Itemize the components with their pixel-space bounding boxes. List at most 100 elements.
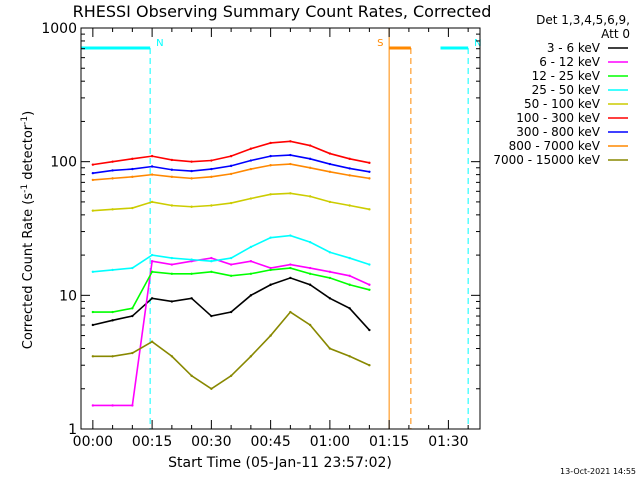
series-point [249,197,253,200]
series-point [249,167,253,171]
series-point [229,274,233,278]
series-point [368,328,371,332]
series-point [111,404,114,407]
series-point [368,177,371,180]
y-tick-label: 1000 [41,21,77,37]
series-point [229,154,233,158]
series-point [289,234,292,237]
legend-label: 100 - 300 keV [516,111,600,125]
series-point [249,355,253,358]
series-line [92,234,370,273]
series-point [131,206,134,210]
x-tick-label: 01:15 [369,434,409,450]
x-tick-label: 01:00 [310,434,350,450]
series-point [170,204,174,207]
series-line [92,310,370,390]
series-point [170,175,174,179]
series-point [328,152,332,155]
series-point [249,272,253,275]
series-point [249,260,253,263]
series-point [249,159,253,162]
legend-label: 50 - 100 keV [524,97,601,111]
series-point [210,260,213,263]
series-point [289,276,292,280]
series-point [150,154,154,158]
series-point [210,167,213,171]
x-axis: 00:00 00:15 00:30 00:45 01:00 01:15 01:30 [73,28,469,450]
series-point [131,167,134,171]
legend-label: 25 - 50 keV [532,83,601,97]
series-point [368,283,371,286]
series-point [210,387,213,390]
timestamp: 13-Oct-2021 14:55 [560,467,636,476]
y-axis: 1 10 100 1000 [41,21,480,438]
series-line [92,140,370,166]
series-point [190,374,193,378]
series-point [368,364,371,367]
series-point [91,323,95,327]
series-point [289,153,292,157]
series-point [269,268,272,272]
series-point [190,160,193,163]
y-axis-label: Corrected Count Rate (s-1 detector-1) [20,111,36,349]
series-point [249,245,253,249]
series-point [170,168,174,171]
series-point [131,351,134,355]
series-point [348,283,351,286]
series-point [170,300,174,303]
series-point [111,319,114,322]
series-point [170,256,174,260]
series-point [229,374,233,378]
series-point [348,256,351,260]
series-point [249,294,253,297]
series-point [269,266,272,270]
series-point [368,263,371,266]
series-point [229,263,233,266]
series-point [348,167,351,170]
series-point [131,404,134,407]
series-point [308,266,312,270]
x-tick-label: 00:45 [250,434,290,450]
series-point [190,177,193,180]
series-point [150,270,154,273]
x-tick-label: 00:30 [191,434,231,450]
series-point [269,193,272,196]
series-point [308,144,312,147]
series-point [150,340,154,343]
series-point [150,260,154,263]
series-point [150,200,154,204]
x-tick-label: 01:30 [428,434,468,450]
series-point [170,272,174,275]
series-point [328,297,332,300]
series-point [111,268,114,272]
series-point [328,276,332,280]
series-line [92,257,370,407]
series-point [190,258,193,261]
series-point [249,147,253,150]
series-point [210,159,213,162]
series-point [348,174,351,177]
legend-label: 12 - 25 keV [532,69,601,83]
series-point [269,334,272,337]
legend-label: 6 - 12 keV [539,55,601,69]
series-point [328,251,332,254]
legend-label: 7000 - 15000 keV [493,153,600,167]
x-axis-label: Start Time (05-Jan-11 23:57:02) [168,455,392,471]
legend-label: 3 - 6 keV [547,41,601,55]
series-point [91,163,95,166]
series-point [210,175,213,179]
series-point [348,274,351,278]
series-point [348,355,351,358]
legend-label: 800 - 7000 keV [509,139,601,153]
series-point [289,266,292,270]
series-point [269,236,272,239]
series-point [308,272,312,275]
series-point [111,310,114,314]
y-tick-label: 10 [59,288,77,304]
series-point [269,283,272,286]
series-point [91,209,95,212]
series-point [308,157,312,161]
series-point [308,283,312,286]
series-point [289,192,292,195]
